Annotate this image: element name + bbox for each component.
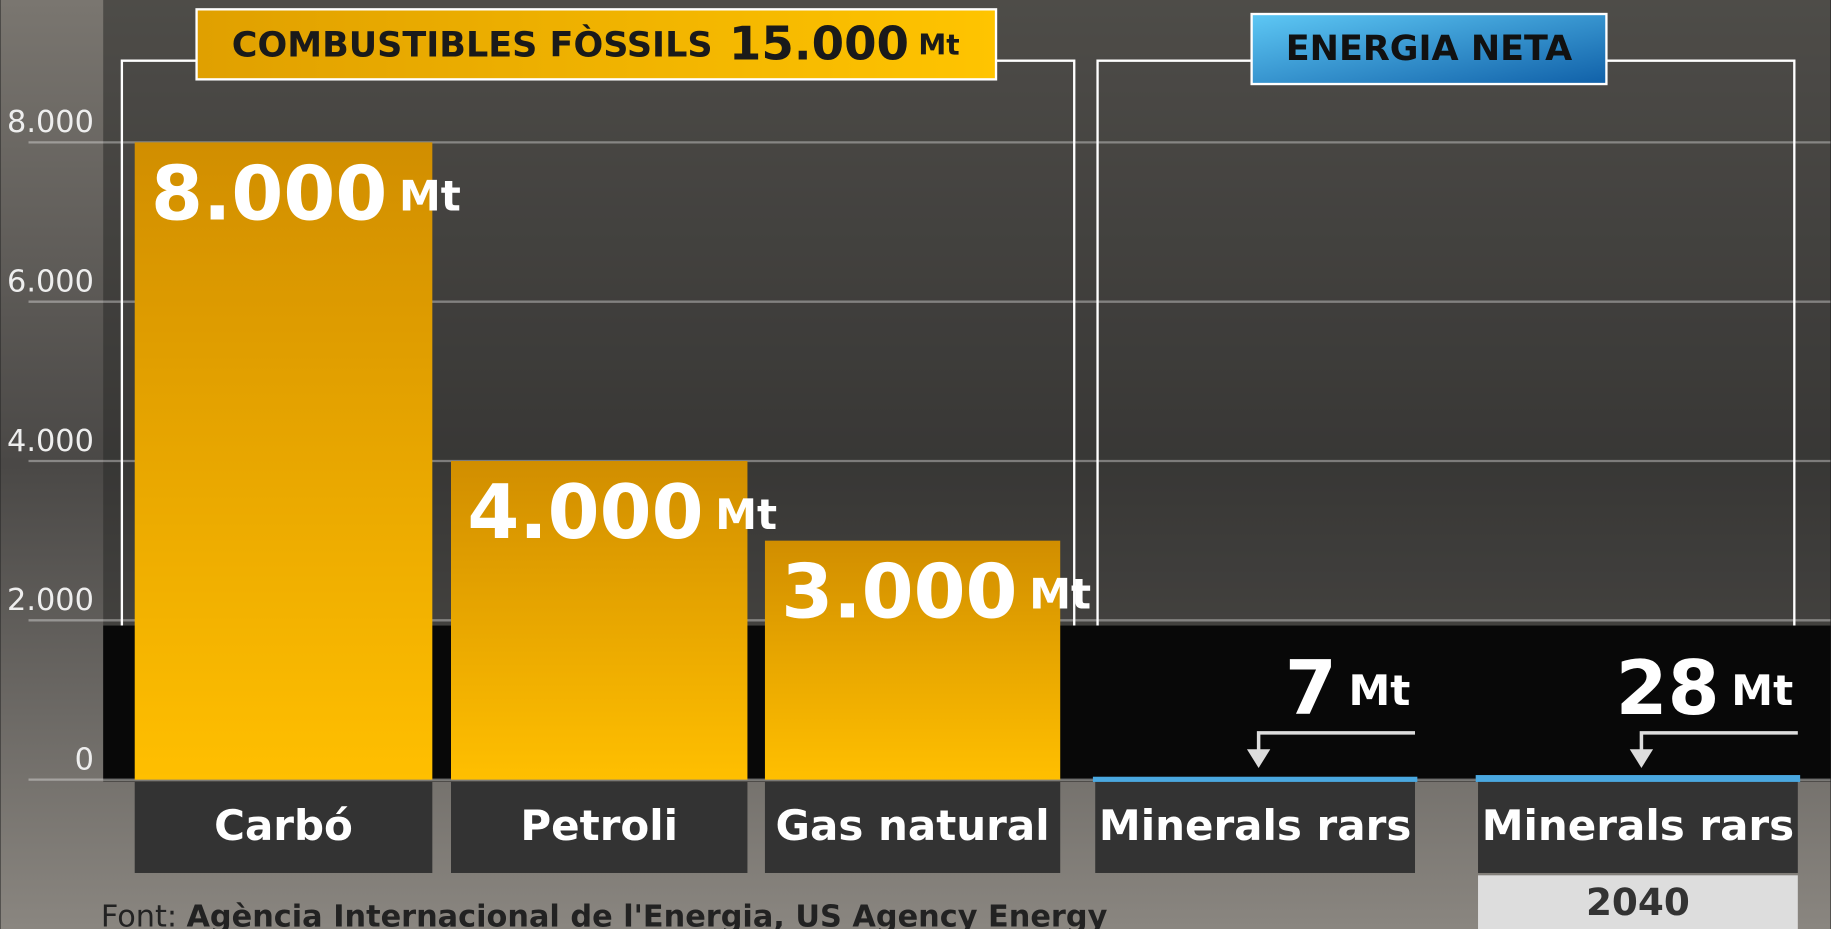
group-name: COMBUSTIBLES FÒSSILS [232,24,713,66]
value-number: 4.000 [467,469,703,556]
group-title: ENERGIA NETA [1286,29,1573,69]
x-tick-label: Gas natural [776,801,1050,850]
value-number: 28 [1616,645,1720,732]
x-tick-label: Carbó [214,801,353,850]
y-tick-label: 4.000 [7,424,94,459]
y-tick-label: 8.000 [7,105,94,140]
value-unit: Mt [1731,666,1793,715]
source-text: Agència Internacional de l'Energia, US A… [186,899,1107,929]
source-prefix: Font: [101,899,177,929]
group-total: 15.000 [729,17,909,71]
y-tick-label: 2.000 [7,583,94,618]
value-number: 8.000 [151,150,387,237]
value-unit: Mt [715,490,777,539]
value-number: 7 [1285,645,1337,732]
x-tick-label: Minerals rars [1099,801,1411,850]
year: 2040 [1586,880,1690,924]
bar [135,142,433,779]
y-tick-label: 6.000 [7,265,94,300]
y-tick-label: 0 [75,742,94,777]
value-number: 3.000 [781,548,1017,635]
unit: Mt [918,29,959,62]
value-unit: Mt [1029,569,1091,618]
chart: COMBUSTIBLES FÒSSILS 15.000 Mt ENERGIA NET… [0,0,1831,929]
x-tick-label: Minerals rars [1482,801,1794,850]
bar [1095,779,1415,780]
source: Font: Agència Internacional de l'Energia,… [101,899,1108,929]
group-title: COMBUSTIBLES FÒSSILS 15.000 Mt [232,17,960,71]
bar [1478,777,1798,779]
value-unit: Mt [399,171,461,220]
value-unit: Mt [1348,666,1410,715]
x-tick-label: Petroli [520,801,678,850]
